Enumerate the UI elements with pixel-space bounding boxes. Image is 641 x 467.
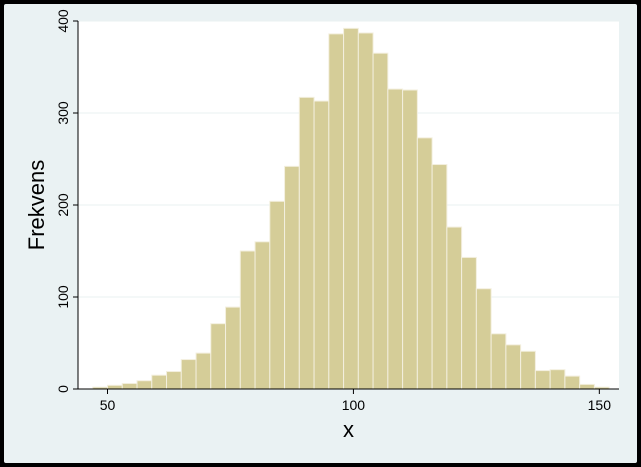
y-tick-label: 400 [55,9,71,33]
y-tick-label: 200 [55,193,71,217]
y-tick-label: 300 [55,101,71,125]
histogram-bar [357,32,374,390]
histogram-bar [475,288,492,390]
histogram-bar [564,375,581,390]
histogram-bar [180,359,197,390]
histogram-bar [549,369,566,390]
histogram-bar [284,165,300,390]
histogram-bar [490,333,507,390]
histogram-bar [269,200,286,390]
y-axis-title: Frekvens [24,160,49,250]
histogram-bar [225,306,241,390]
chart-figure: 0 100 200 300 400 50 100 150 Frekvens x [4,4,637,463]
histogram-bar [328,33,345,390]
x-tick-label: 100 [342,397,366,413]
histogram-bar [298,96,315,390]
histogram-bar [402,89,418,390]
y-tick-label: 0 [55,385,71,393]
histogram-bar [505,344,522,390]
histogram-bars [92,27,610,390]
histogram-bar [343,27,359,390]
histogram-bar [520,350,536,390]
histogram-bar [195,352,212,390]
histogram-bar [461,256,477,390]
histogram-bar [210,323,227,390]
x-axis-title: x [343,417,354,442]
histogram-chart: 0 100 200 300 400 50 100 150 Frekvens x [24,9,619,442]
histogram-bar [136,380,153,390]
histogram-bar [387,88,404,390]
y-tick-label: 100 [55,285,71,309]
histogram-bar [239,250,256,390]
histogram-bar [121,382,138,390]
x-axis: 50 100 150 [78,388,619,413]
histogram-bar [416,137,433,390]
histogram-bar [431,164,448,390]
histogram-bar [579,383,595,390]
x-tick-label: 150 [588,397,612,413]
histogram-bar [151,374,168,390]
histogram-bar [372,52,389,390]
histogram-bar [446,226,463,390]
histogram-bar [534,370,551,390]
histogram-bar [254,241,271,390]
histogram-bar [313,100,330,390]
histogram-bar [107,384,123,390]
histogram-bar [166,371,182,390]
x-tick-label: 50 [100,397,116,413]
y-axis: 0 100 200 300 400 [55,9,79,393]
